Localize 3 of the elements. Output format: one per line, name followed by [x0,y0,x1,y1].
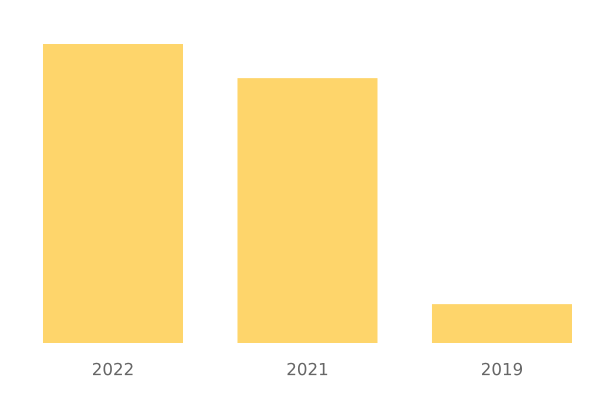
x-tick-label: 2019 [482,362,522,376]
x-tick-label: 2022 [93,362,133,376]
x-tick-label: 2021 [288,362,328,376]
